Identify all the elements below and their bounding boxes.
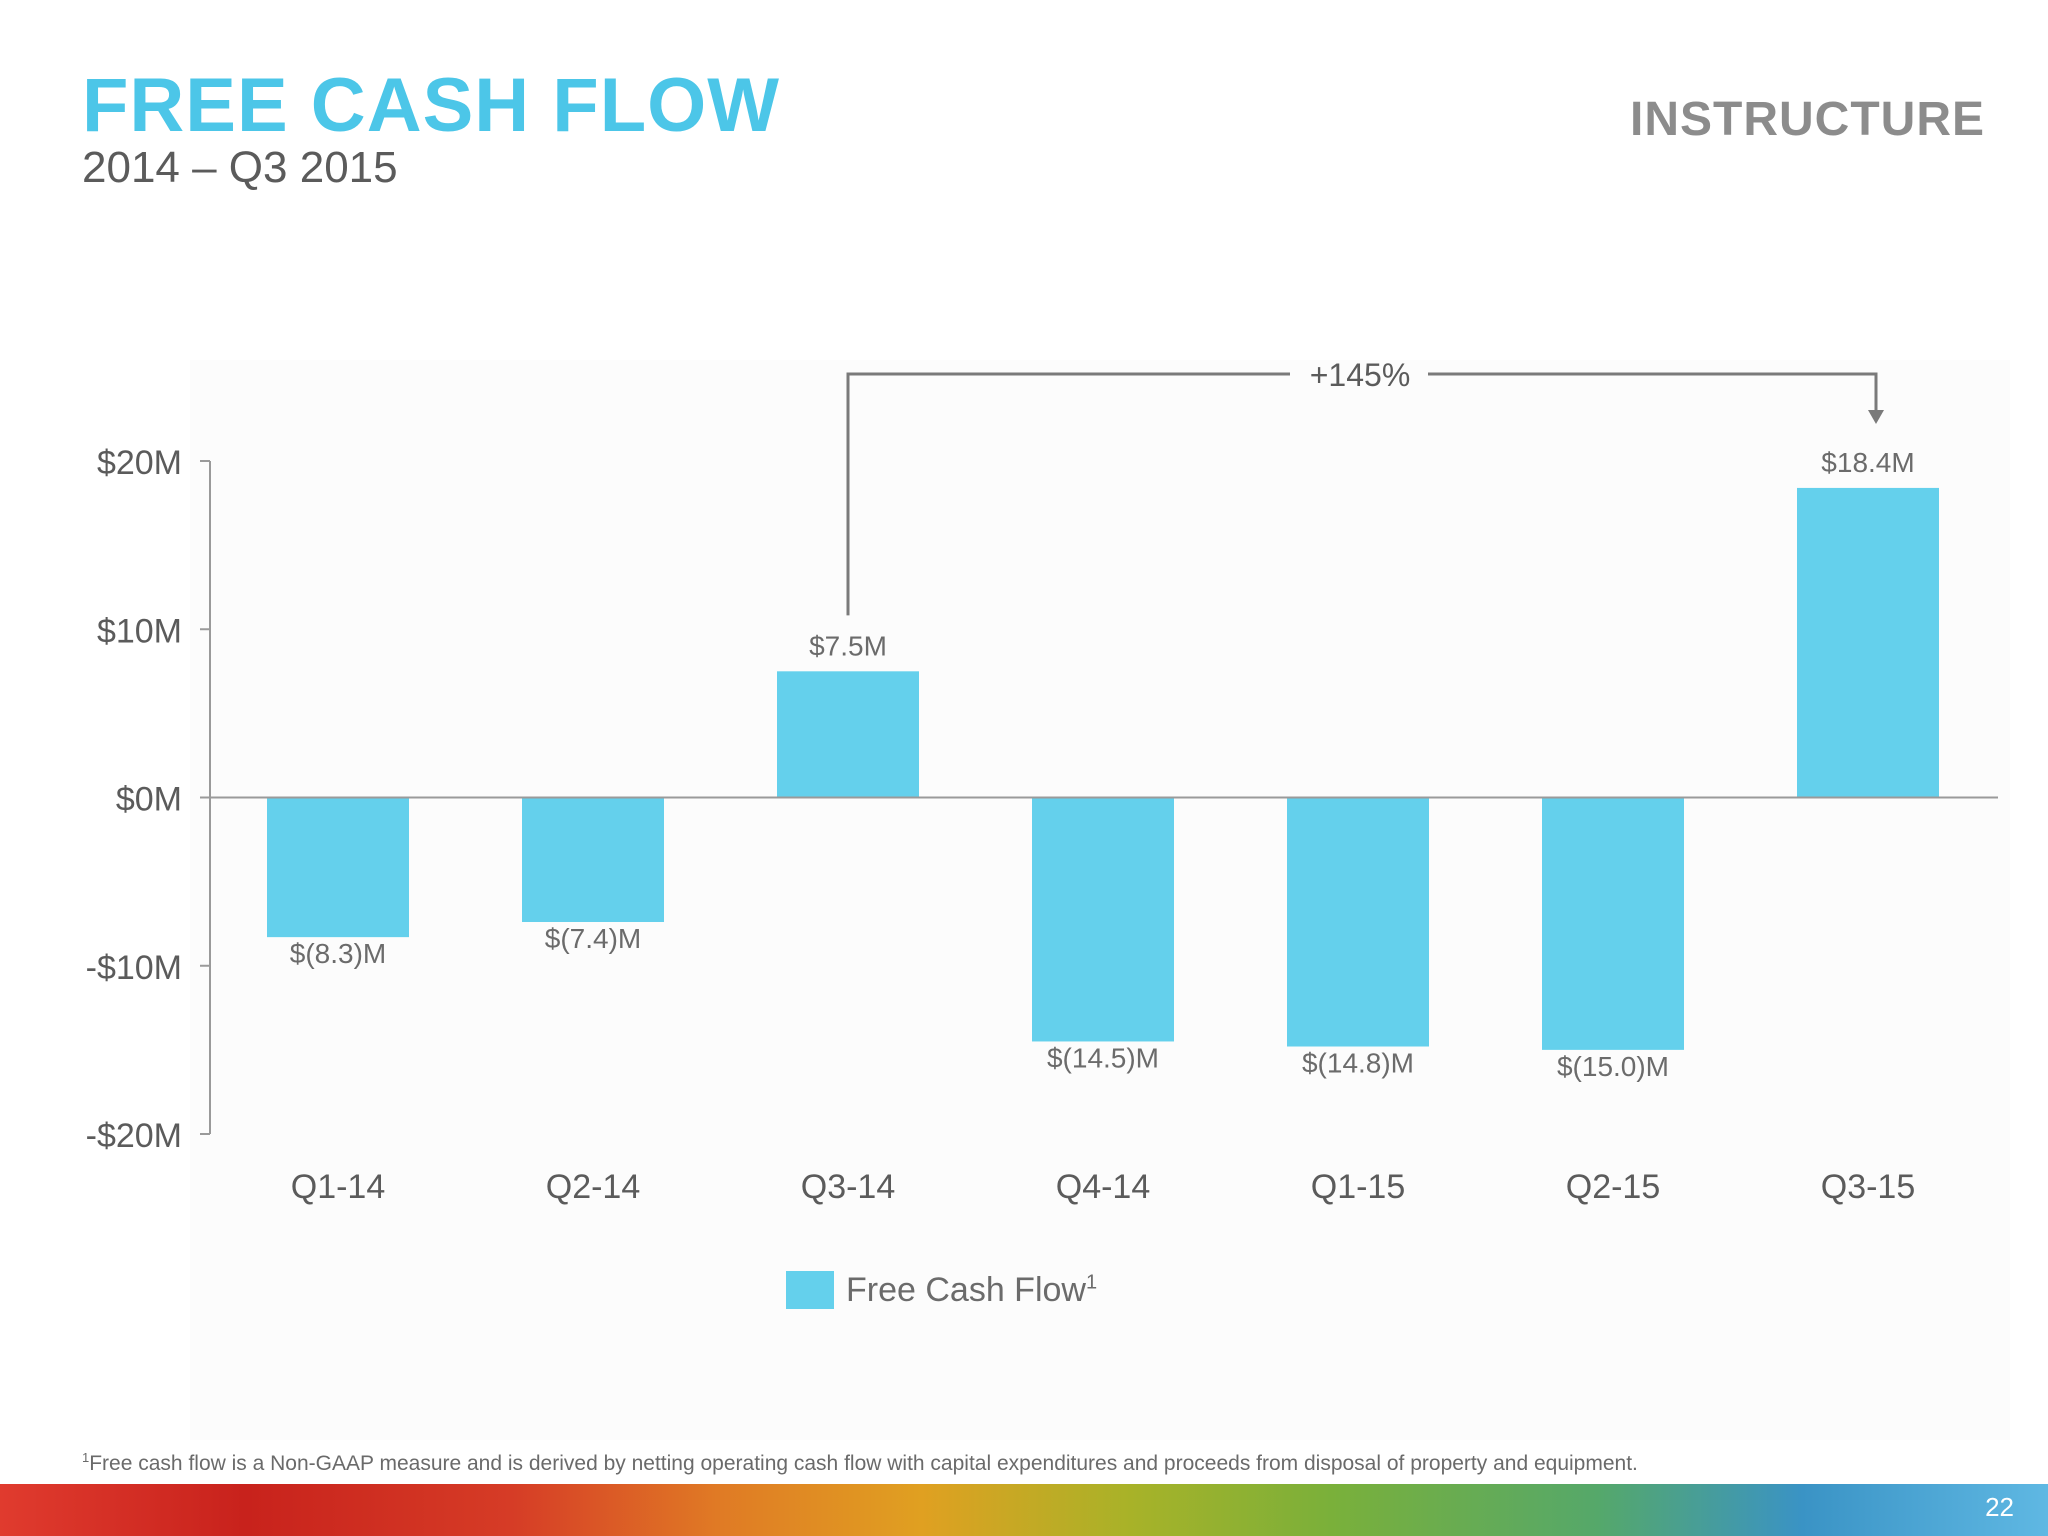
- data-label: $(14.5)M: [1047, 1042, 1159, 1073]
- y-tick-label: $20M: [97, 444, 182, 482]
- y-tick-label: $0M: [116, 781, 182, 819]
- legend-swatch: [786, 1271, 834, 1309]
- bar: [267, 797, 409, 938]
- footnote-text: Free cash flow is a Non-GAAP measure and…: [89, 1452, 1638, 1475]
- x-tick-label: Q2-14: [546, 1168, 641, 1206]
- annotation-bracket-right: [1428, 372, 1878, 412]
- annotation-arrowhead: [1868, 410, 1884, 424]
- legend-superscript: 1: [1085, 1271, 1098, 1294]
- company-logo: INSTRUCTURE: [1630, 93, 1985, 146]
- annotation-bracket-left: [846, 372, 1290, 616]
- x-tick-label: Q1-15: [1311, 1168, 1406, 1206]
- bar: [1542, 797, 1684, 1050]
- page-number: 22: [1985, 1492, 2014, 1522]
- x-tick-label: Q3-14: [801, 1168, 896, 1206]
- page-subtitle: 2014 – Q3 2015: [82, 143, 398, 192]
- footnote: 1Free cash flow is a Non-GAAP measure an…: [82, 1450, 1638, 1476]
- x-tick-label: Q3-15: [1821, 1168, 1916, 1206]
- y-tick-label: -$20M: [86, 1117, 182, 1155]
- footnote-marker: 1: [82, 1450, 90, 1465]
- y-tick-label: -$10M: [86, 949, 182, 987]
- data-label: $7.5M: [809, 630, 887, 661]
- chart-legend: Free Cash Flow1: [786, 1268, 1097, 1312]
- x-tick-label: Q4-14: [1056, 1168, 1151, 1206]
- page-title: FREE CASH FLOW: [82, 63, 780, 148]
- bar: [522, 797, 664, 923]
- x-tick-label: Q1-14: [291, 1168, 386, 1206]
- data-label: $(14.8)M: [1302, 1048, 1414, 1079]
- bar: [1032, 797, 1174, 1042]
- annotation-label: +145%: [1310, 357, 1411, 393]
- bar: [1797, 487, 1939, 798]
- legend-label: Free Cash Flow1: [846, 1271, 1097, 1310]
- bar: [777, 671, 919, 798]
- data-label: $(8.3)M: [290, 938, 386, 969]
- x-tick-label: Q2-15: [1566, 1168, 1661, 1206]
- footer-color-band: [0, 1484, 2048, 1536]
- data-label: $18.4M: [1821, 447, 1914, 478]
- free-cash-flow-chart: $20M $10M $0M -$10M -$20M $(8.3)M Q1-14 $(7.4)M…: [86, 357, 1998, 1206]
- data-label: $(15.0)M: [1557, 1051, 1669, 1082]
- legend-series-name: Free Cash Flow: [846, 1270, 1086, 1309]
- data-label: $(7.4)M: [545, 923, 641, 954]
- bar: [1287, 797, 1429, 1047]
- y-tick-label: $10M: [97, 612, 182, 650]
